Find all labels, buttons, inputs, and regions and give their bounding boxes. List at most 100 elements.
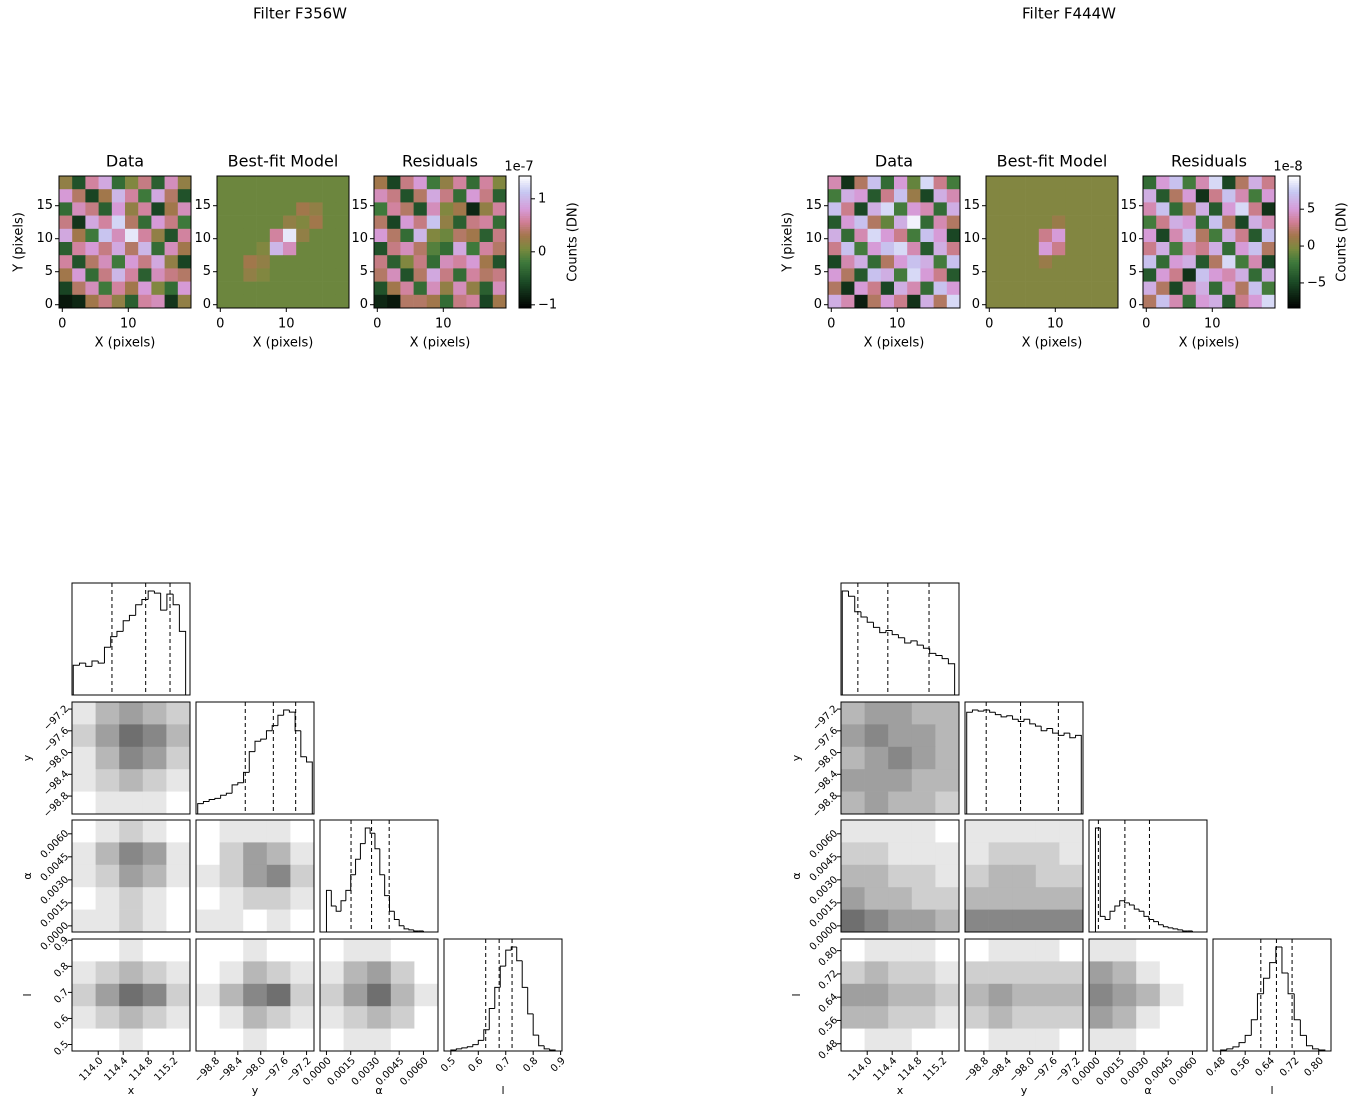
heatmap-cell: [1169, 242, 1183, 256]
heatmap-cell: [999, 176, 1013, 190]
heatmap-cell: [1078, 189, 1092, 203]
colorbar-step: [519, 268, 531, 271]
histogram-bin: [345, 889, 351, 901]
density-cell: [142, 939, 167, 962]
heatmap-cell: [85, 242, 99, 256]
y-axis-label: Y (pixels): [781, 212, 796, 273]
heatmap-cell: [920, 294, 934, 309]
panel-title: Residuals: [402, 152, 478, 171]
heatmap-cell: [894, 281, 908, 296]
histogram-bin: [1000, 714, 1007, 718]
heatmap-cell: [1195, 189, 1210, 203]
heatmap-cell: [125, 202, 139, 216]
heatmap-cell: [400, 294, 414, 309]
histogram-bin: [847, 591, 855, 597]
heatmap-cell: [1169, 268, 1183, 282]
heatmap-cell: [479, 268, 494, 282]
heatmap-cell: [492, 242, 507, 256]
histogram-bin: [254, 740, 261, 752]
density-cell: [266, 1006, 291, 1029]
heatmap-cell: [269, 242, 284, 256]
heatmap-cell: [1104, 189, 1119, 203]
x-tick-label: 0: [985, 317, 993, 332]
heatmap-cell: [1209, 255, 1223, 269]
heatmap-cell: [374, 176, 388, 190]
colorbar-step: [519, 176, 531, 179]
histogram-bin: [178, 604, 187, 695]
colorbar-step: [1288, 255, 1300, 258]
density-cell: [888, 961, 913, 985]
colorbar-step: [519, 226, 531, 230]
heatmap-cell: [986, 268, 1000, 282]
heatmap-cell: [933, 294, 948, 309]
heatmap-cell: [413, 202, 428, 216]
heatmap-cell: [243, 176, 257, 190]
histogram-bin: [1069, 733, 1076, 739]
heatmap-cell: [1195, 242, 1210, 256]
histogram-bin: [989, 710, 996, 713]
density-cell: [142, 909, 167, 933]
heatmap-cell: [894, 228, 908, 243]
colorbar-step: [1288, 215, 1300, 219]
colorbar-step: [1288, 257, 1300, 260]
heatmap-cell: [1065, 189, 1079, 203]
x-axis-label: x: [897, 1084, 904, 1097]
y-tick-label: −97.2: [811, 704, 840, 733]
density-cell: [888, 724, 913, 748]
density-cell: [266, 864, 291, 888]
density-cell: [911, 983, 936, 1007]
heatmap-cell: [1156, 215, 1170, 230]
heatmap-cell: [1156, 242, 1170, 256]
histogram-bin: [543, 1045, 550, 1050]
heatmap-cell: [177, 176, 192, 190]
heatmap-cell: [933, 255, 948, 269]
heatmap-cell: [59, 268, 73, 282]
x-tick-label: 0.6: [467, 1055, 486, 1074]
panel-frame: [840, 819, 960, 933]
x-axis-label: X (pixels): [1179, 336, 1240, 351]
heatmap-cell: [243, 228, 257, 243]
histogram-bin: [910, 640, 918, 643]
x-tick-label: 0.72: [1278, 1055, 1302, 1079]
density-cell: [1159, 983, 1184, 1007]
density-cell: [888, 769, 913, 792]
density-cell: [196, 820, 220, 843]
density-cell: [935, 961, 960, 985]
heatmap-cell: [85, 255, 99, 269]
colorbar-step: [519, 209, 531, 212]
colorbar-step: [519, 211, 531, 214]
heatmap-cell: [217, 268, 231, 282]
heatmap-cell: [177, 189, 192, 203]
colorbar-label: Counts (DN): [566, 202, 581, 281]
density-cell: [95, 746, 120, 770]
heatmap-cell: [1222, 215, 1236, 230]
heatmap-cell: [1078, 202, 1092, 216]
heatmap-cell: [164, 189, 179, 203]
density-cell: [72, 842, 96, 866]
histogram-bin: [879, 627, 886, 634]
colorbar-step: [1288, 268, 1300, 271]
heatmap-cell: [440, 281, 454, 296]
heatmap-cell: [1235, 281, 1249, 296]
heatmap-cell: [1248, 268, 1263, 282]
density-cell: [911, 702, 936, 725]
histogram-bin: [243, 771, 250, 783]
histogram-bin: [1012, 715, 1019, 720]
colorbar-step: [519, 301, 531, 304]
density-cell: [888, 909, 913, 933]
heatmap-cell: [243, 255, 257, 269]
heatmap-cell: [217, 189, 231, 203]
heatmap-cell: [1104, 268, 1119, 282]
heatmap-cell: [387, 215, 401, 230]
colorbar-step: [1288, 220, 1300, 223]
heatmap-cell: [177, 228, 192, 243]
histogram-bin: [260, 738, 267, 742]
heatmap-cell: [946, 255, 961, 269]
panel-frame: [195, 701, 315, 815]
density-cell: [243, 983, 268, 1007]
density-cell: [95, 724, 120, 748]
heatmap-cell: [1248, 242, 1263, 256]
colorbar-step: [1288, 301, 1300, 304]
heatmap-cell: [841, 242, 855, 256]
y-tick-label: 5: [814, 264, 822, 279]
